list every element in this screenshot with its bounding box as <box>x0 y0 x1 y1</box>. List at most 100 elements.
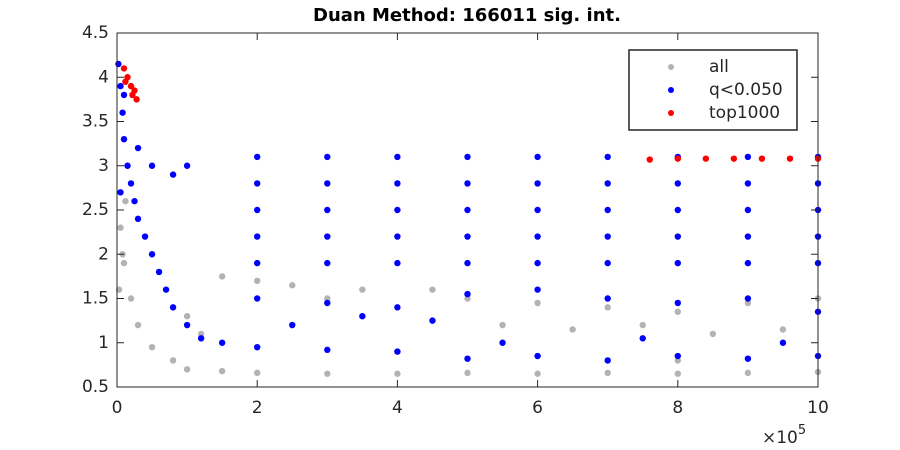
point <box>183 162 191 169</box>
point <box>674 180 681 187</box>
point <box>134 144 142 152</box>
point <box>709 330 717 338</box>
legend-label: all <box>709 57 729 77</box>
point <box>394 348 401 355</box>
point <box>534 352 541 360</box>
point <box>324 153 331 161</box>
point <box>120 65 128 72</box>
y-tick-label: 3 <box>98 156 109 176</box>
point <box>183 321 191 329</box>
point <box>534 153 541 161</box>
point <box>197 330 205 338</box>
point <box>120 259 128 267</box>
point <box>744 233 752 240</box>
x-tick-label: 6 <box>532 398 543 418</box>
point <box>779 326 787 333</box>
point <box>674 308 681 315</box>
point <box>394 180 401 187</box>
point <box>674 357 681 364</box>
point <box>324 370 331 377</box>
point <box>162 286 170 293</box>
point <box>604 295 611 302</box>
y-tick-label: 1 <box>98 333 109 353</box>
y-tick-label: 2.5 <box>82 200 109 220</box>
point <box>115 286 123 293</box>
point <box>148 343 156 351</box>
point <box>120 136 128 143</box>
x-exponent-power: 5 <box>798 423 806 438</box>
axes: 0 2 4 6 8 10 0.5 1 1.5 2 2.5 3 3.5 4 4.5 <box>82 23 829 418</box>
point <box>604 369 611 377</box>
point <box>141 233 149 240</box>
point <box>674 259 681 267</box>
point <box>604 259 611 267</box>
point <box>744 153 752 161</box>
point <box>119 109 126 116</box>
point <box>464 290 471 298</box>
point <box>604 153 611 161</box>
legend-label: q<0.050 <box>709 80 783 100</box>
point <box>324 233 331 240</box>
point <box>464 206 471 214</box>
point <box>534 206 541 214</box>
y-tick-label: 0.5 <box>82 377 109 397</box>
point <box>604 180 611 187</box>
point <box>127 180 135 187</box>
point <box>499 339 506 346</box>
point <box>197 335 205 342</box>
point <box>394 304 401 311</box>
point <box>639 335 646 342</box>
point <box>131 87 138 94</box>
point <box>115 60 122 68</box>
point <box>127 295 135 302</box>
point <box>744 206 752 214</box>
point <box>124 162 131 169</box>
x-tick-label: 0 <box>112 398 123 418</box>
point <box>394 233 401 240</box>
point <box>758 155 766 162</box>
point <box>324 299 331 307</box>
y-tick-label: 4 <box>98 67 109 87</box>
point <box>499 321 506 329</box>
point <box>534 299 541 307</box>
point <box>359 313 366 320</box>
point <box>569 326 576 333</box>
point <box>289 321 296 329</box>
chart-title: Duan Method: 166011 sig. int. <box>313 5 621 26</box>
legend-marker <box>668 87 674 93</box>
point <box>183 366 191 373</box>
point <box>124 74 131 81</box>
x-tick-label: 8 <box>672 398 683 418</box>
point <box>218 367 226 375</box>
y-tick-label: 4.5 <box>82 23 109 43</box>
point <box>133 96 140 103</box>
point <box>744 295 752 302</box>
point <box>117 82 124 90</box>
point <box>464 233 471 240</box>
point <box>254 259 261 267</box>
point <box>254 206 261 214</box>
point <box>744 259 752 267</box>
point <box>218 273 226 280</box>
point <box>324 259 331 267</box>
point <box>464 153 471 161</box>
point <box>674 370 681 377</box>
x-tick-label: 10 <box>807 398 829 418</box>
point <box>122 197 129 205</box>
point <box>604 206 611 214</box>
point <box>464 369 471 377</box>
point <box>744 355 752 362</box>
point <box>131 197 138 205</box>
point <box>534 180 541 187</box>
point <box>464 180 471 187</box>
point <box>324 346 331 354</box>
x-exponent: ×105 <box>762 423 806 449</box>
point <box>604 233 611 240</box>
point <box>169 171 177 178</box>
point <box>674 352 681 360</box>
point <box>394 153 401 161</box>
point <box>429 286 436 293</box>
point <box>359 286 366 293</box>
point <box>639 321 646 329</box>
point <box>744 299 752 307</box>
